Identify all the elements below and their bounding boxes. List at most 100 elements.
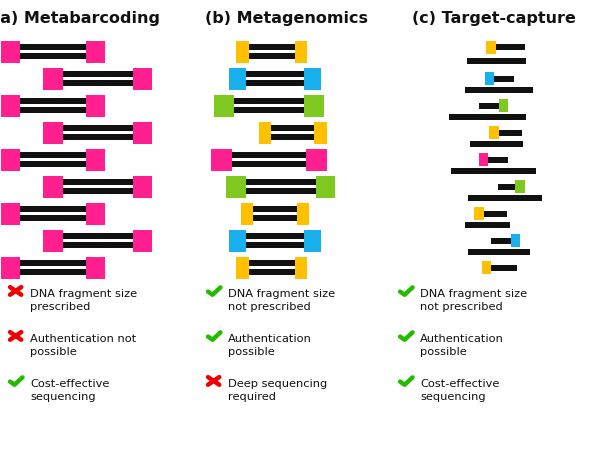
Bar xyxy=(259,122,271,135)
Bar xyxy=(86,41,105,54)
Bar xyxy=(294,257,307,270)
Bar xyxy=(2,203,20,216)
Bar xyxy=(498,184,525,190)
Bar xyxy=(43,233,152,239)
Bar xyxy=(86,50,105,63)
Bar xyxy=(43,77,63,90)
Bar xyxy=(486,44,525,50)
Bar xyxy=(43,134,152,140)
Bar xyxy=(2,152,105,158)
Bar xyxy=(2,161,105,167)
Bar xyxy=(314,131,326,144)
Bar xyxy=(2,215,105,221)
Bar xyxy=(215,98,324,104)
Bar xyxy=(212,149,232,162)
Bar xyxy=(2,269,105,275)
Bar xyxy=(297,203,309,216)
Bar xyxy=(226,179,335,185)
Bar xyxy=(229,71,320,77)
Text: Authentication not
possible: Authentication not possible xyxy=(30,334,137,357)
Bar xyxy=(43,242,152,248)
Bar xyxy=(241,206,309,212)
Bar xyxy=(236,44,307,50)
Bar xyxy=(2,53,105,59)
Bar xyxy=(294,41,307,54)
Bar xyxy=(479,103,508,108)
Bar xyxy=(465,87,533,93)
Bar xyxy=(226,188,335,194)
Bar xyxy=(2,212,20,225)
Bar xyxy=(229,68,245,81)
Bar xyxy=(132,239,152,252)
Text: Cost-effective
sequencing: Cost-effective sequencing xyxy=(420,379,499,402)
Bar xyxy=(306,158,326,171)
Bar xyxy=(468,195,543,201)
Bar xyxy=(236,53,307,59)
Bar xyxy=(485,76,514,82)
Bar xyxy=(43,131,63,144)
Bar xyxy=(241,203,253,216)
Bar xyxy=(43,68,63,81)
Bar xyxy=(2,44,105,50)
Text: (a) Metabarcoding: (a) Metabarcoding xyxy=(0,11,160,26)
Bar xyxy=(449,114,526,120)
Bar xyxy=(314,122,326,135)
Bar xyxy=(515,180,525,193)
Bar xyxy=(212,158,232,171)
Bar xyxy=(470,141,523,147)
Bar xyxy=(132,230,152,243)
Bar xyxy=(43,125,152,131)
Text: DNA fragment size
not prescribed: DNA fragment size not prescribed xyxy=(420,289,527,312)
Bar xyxy=(489,126,499,139)
Bar xyxy=(236,50,249,63)
Bar xyxy=(474,207,483,220)
Text: (b) Metagenomics: (b) Metagenomics xyxy=(205,11,368,26)
Bar xyxy=(86,95,105,108)
Bar xyxy=(229,77,245,90)
Bar xyxy=(482,261,491,274)
Bar xyxy=(132,176,152,189)
Bar xyxy=(316,185,335,198)
Bar xyxy=(304,68,320,81)
Text: Deep sequencing
required: Deep sequencing required xyxy=(228,379,327,402)
Bar xyxy=(132,185,152,198)
Bar xyxy=(229,242,320,248)
Text: Cost-effective
sequencing: Cost-effective sequencing xyxy=(30,379,109,402)
Bar xyxy=(2,107,105,113)
Bar xyxy=(241,215,309,221)
Bar xyxy=(132,131,152,144)
Bar xyxy=(2,266,20,279)
Bar xyxy=(215,107,324,113)
Bar xyxy=(212,161,326,167)
Bar xyxy=(132,68,152,81)
Bar xyxy=(306,149,326,162)
Bar xyxy=(86,158,105,171)
Text: DNA fragment size
prescribed: DNA fragment size prescribed xyxy=(30,289,137,312)
Bar xyxy=(86,266,105,279)
Text: Authentication
possible: Authentication possible xyxy=(420,334,504,357)
Bar xyxy=(43,176,63,189)
Bar xyxy=(468,249,531,255)
Bar xyxy=(229,230,245,243)
Bar xyxy=(2,206,105,212)
Bar xyxy=(236,269,307,275)
Bar xyxy=(259,134,326,140)
Bar xyxy=(491,238,520,244)
Bar xyxy=(304,230,320,243)
Bar xyxy=(294,50,307,63)
Bar xyxy=(297,212,309,225)
Text: DNA fragment size
not prescribed: DNA fragment size not prescribed xyxy=(228,289,335,312)
Bar xyxy=(86,203,105,216)
Bar xyxy=(241,212,253,225)
Bar xyxy=(43,71,152,77)
Bar xyxy=(43,239,63,252)
Bar xyxy=(236,260,307,266)
Bar xyxy=(132,77,152,90)
Bar xyxy=(259,131,271,144)
Bar xyxy=(212,152,326,158)
Bar xyxy=(2,98,105,104)
Bar xyxy=(304,77,320,90)
Bar xyxy=(229,239,245,252)
Bar xyxy=(236,257,249,270)
Bar xyxy=(450,168,537,174)
